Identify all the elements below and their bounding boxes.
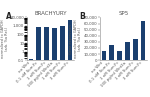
Text: A: A xyxy=(6,12,12,21)
Bar xyxy=(44,27,49,97)
Y-axis label: Gene expression
normalized to GAPDH
(arb. %a Rel.): Gene expression normalized to GAPDH (arb… xyxy=(69,20,82,58)
Bar xyxy=(52,28,57,97)
Y-axis label: Gene expression
normalized to GAPDH
(arb. %a Rel.): Gene expression normalized to GAPDH (arb… xyxy=(0,20,9,58)
Bar xyxy=(109,45,114,60)
Text: B: B xyxy=(79,12,84,21)
Bar xyxy=(133,39,138,60)
Bar xyxy=(68,20,72,97)
Bar xyxy=(117,51,122,60)
Bar xyxy=(141,20,146,60)
Bar xyxy=(36,27,41,97)
Title: SP5: SP5 xyxy=(118,11,129,16)
Bar xyxy=(102,51,106,60)
Bar xyxy=(60,26,65,97)
Title: BRACHYURY: BRACHYURY xyxy=(34,11,67,16)
Bar xyxy=(28,59,33,97)
Bar xyxy=(125,42,130,60)
